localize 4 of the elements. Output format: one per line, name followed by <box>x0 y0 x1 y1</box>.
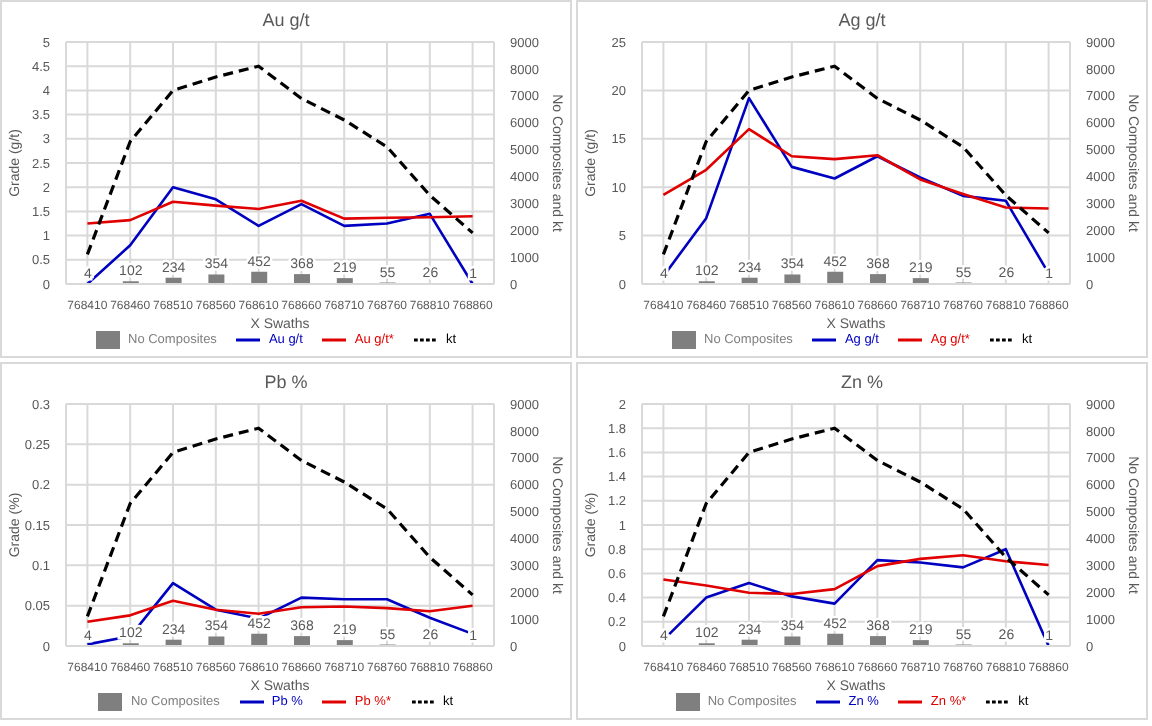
chart-title: Zn % <box>838 372 885 396</box>
chart-title: Ag g/t <box>836 10 888 34</box>
chart-title: Pb % <box>262 372 310 396</box>
chart-title: Au g/t <box>260 10 312 34</box>
